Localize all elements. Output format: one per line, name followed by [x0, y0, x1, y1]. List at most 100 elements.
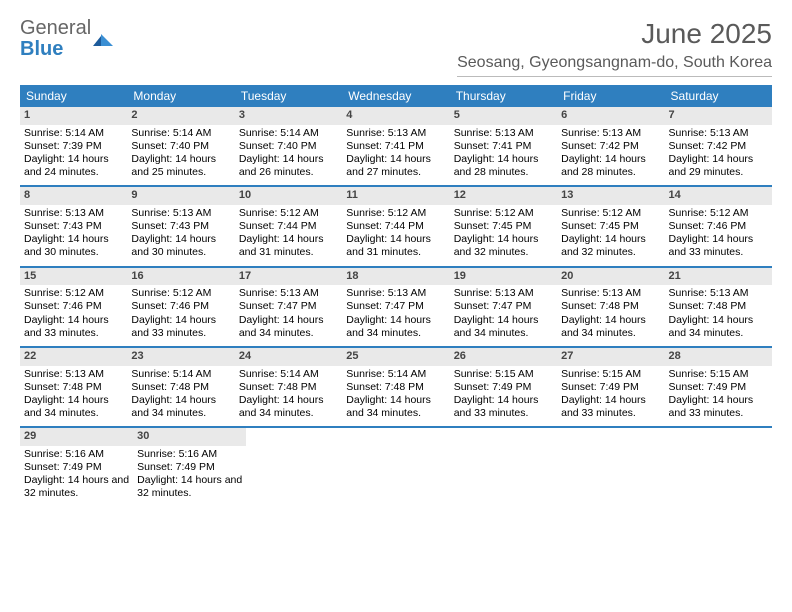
- sunset-line: Sunset: 7:47 PM: [346, 300, 445, 313]
- day-number: 29: [20, 428, 133, 446]
- weekday-header-row: SundayMondayTuesdayWednesdayThursdayFrid…: [20, 85, 772, 107]
- daylight-line: Daylight: 14 hours and 34 minutes.: [239, 394, 338, 420]
- daylight-line: Daylight: 14 hours and 34 minutes.: [669, 314, 768, 340]
- sunrise-line: Sunrise: 5:12 AM: [454, 207, 553, 220]
- sunrise-line: Sunrise: 5:14 AM: [24, 127, 123, 140]
- day-number: 2: [127, 107, 234, 125]
- day-cell: 17Sunrise: 5:13 AMSunset: 7:47 PMDayligh…: [235, 268, 342, 346]
- daylight-line: Daylight: 14 hours and 32 minutes.: [137, 474, 242, 500]
- day-cell: 30Sunrise: 5:16 AMSunset: 7:49 PMDayligh…: [133, 428, 246, 506]
- sunset-line: Sunset: 7:46 PM: [669, 220, 768, 233]
- sunrise-line: Sunrise: 5:12 AM: [131, 287, 230, 300]
- weekday-header: Friday: [557, 85, 664, 107]
- logo-text-block: General Blue: [20, 18, 91, 60]
- daylight-line: Daylight: 14 hours and 30 minutes.: [24, 233, 123, 259]
- day-number: 18: [342, 268, 449, 286]
- sunrise-line: Sunrise: 5:12 AM: [669, 207, 768, 220]
- daylight-line: Daylight: 14 hours and 33 minutes.: [131, 314, 230, 340]
- sunrise-line: Sunrise: 5:12 AM: [346, 207, 445, 220]
- day-number: 9: [127, 187, 234, 205]
- day-cell: 25Sunrise: 5:14 AMSunset: 7:48 PMDayligh…: [342, 348, 449, 426]
- sunset-line: Sunset: 7:48 PM: [239, 381, 338, 394]
- sunset-line: Sunset: 7:49 PM: [454, 381, 553, 394]
- sunset-line: Sunset: 7:47 PM: [239, 300, 338, 313]
- sunrise-line: Sunrise: 5:16 AM: [137, 448, 242, 461]
- daylight-line: Daylight: 14 hours and 29 minutes.: [669, 153, 768, 179]
- sunset-line: Sunset: 7:48 PM: [24, 381, 123, 394]
- day-cell: 3Sunrise: 5:14 AMSunset: 7:40 PMDaylight…: [235, 107, 342, 185]
- day-number: 5: [450, 107, 557, 125]
- logo: General Blue: [20, 18, 115, 60]
- empty-day: [667, 428, 772, 506]
- sunset-line: Sunset: 7:45 PM: [454, 220, 553, 233]
- sunrise-line: Sunrise: 5:14 AM: [239, 368, 338, 381]
- daylight-line: Daylight: 14 hours and 31 minutes.: [346, 233, 445, 259]
- sunrise-line: Sunrise: 5:13 AM: [24, 207, 123, 220]
- day-number: 19: [450, 268, 557, 286]
- day-number: 14: [665, 187, 772, 205]
- day-cell: 14 Sunrise: 5:12 AMSunset: 7:46 PMDayligh…: [665, 187, 772, 265]
- sunrise-line: Sunrise: 5:15 AM: [454, 368, 553, 381]
- daylight-line: Daylight: 14 hours and 24 minutes.: [24, 153, 123, 179]
- day-cell: 20Sunrise: 5:13 AMSunset: 7:48 PMDayligh…: [557, 268, 664, 346]
- day-number: 4: [342, 107, 449, 125]
- sunset-line: Sunset: 7:49 PM: [561, 381, 660, 394]
- day-cell: 19Sunrise: 5:13 AMSunset: 7:47 PMDayligh…: [450, 268, 557, 346]
- daylight-line: Daylight: 14 hours and 33 minutes.: [24, 314, 123, 340]
- daylight-line: Daylight: 14 hours and 25 minutes.: [131, 153, 230, 179]
- day-number: 23: [127, 348, 234, 366]
- sunset-line: Sunset: 7:47 PM: [454, 300, 553, 313]
- day-cell: 6Sunrise: 5:13 AMSunset: 7:42 PMDaylight…: [557, 107, 664, 185]
- daylight-line: Daylight: 14 hours and 34 minutes.: [131, 394, 230, 420]
- sunrise-line: Sunrise: 5:12 AM: [561, 207, 660, 220]
- week-row: 15Sunrise: 5:12 AMSunset: 7:46 PMDayligh…: [20, 268, 772, 348]
- logo-triangles-icon: [93, 32, 115, 46]
- sunset-line: Sunset: 7:39 PM: [24, 140, 123, 153]
- day-cell: 18Sunrise: 5:13 AMSunset: 7:47 PMDayligh…: [342, 268, 449, 346]
- day-number: 27: [557, 348, 664, 366]
- day-number: 24: [235, 348, 342, 366]
- daylight-line: Daylight: 14 hours and 33 minutes.: [669, 233, 768, 259]
- daylight-line: Daylight: 14 hours and 31 minutes.: [239, 233, 338, 259]
- empty-day: [351, 428, 456, 506]
- week-row: 29Sunrise: 5:16 AMSunset: 7:49 PMDayligh…: [20, 428, 772, 506]
- sunrise-line: Sunrise: 5:13 AM: [561, 127, 660, 140]
- sunset-line: Sunset: 7:41 PM: [346, 140, 445, 153]
- sunrise-line: Sunrise: 5:13 AM: [454, 287, 553, 300]
- daylight-line: Daylight: 14 hours and 34 minutes.: [454, 314, 553, 340]
- sunset-line: Sunset: 7:40 PM: [239, 140, 338, 153]
- day-number: 28: [665, 348, 772, 366]
- daylight-line: Daylight: 14 hours and 33 minutes.: [669, 394, 768, 420]
- daylight-line: Daylight: 14 hours and 32 minutes.: [561, 233, 660, 259]
- empty-day: [457, 428, 562, 506]
- logo-text-1: General: [20, 17, 91, 39]
- day-cell: 5Sunrise: 5:13 AMSunset: 7:41 PMDaylight…: [450, 107, 557, 185]
- daylight-line: Daylight: 14 hours and 32 minutes.: [454, 233, 553, 259]
- day-number: 20: [557, 268, 664, 286]
- daylight-line: Daylight: 14 hours and 33 minutes.: [454, 394, 553, 420]
- day-cell: 12Sunrise: 5:12 AMSunset: 7:45 PMDayligh…: [450, 187, 557, 265]
- day-cell: 24 Sunrise: 5:14 AMSunset: 7:48 PMDayligh…: [235, 348, 342, 426]
- day-cell: 10Sunrise: 5:12 AMSunset: 7:44 PMDayligh…: [235, 187, 342, 265]
- day-number: 8: [20, 187, 127, 205]
- day-number: 11: [342, 187, 449, 205]
- weekday-header: Tuesday: [235, 85, 342, 107]
- daylight-line: Daylight: 14 hours and 30 minutes.: [131, 233, 230, 259]
- daylight-line: Daylight: 14 hours and 34 minutes.: [239, 314, 338, 340]
- day-cell: 9Sunrise: 5:13 AMSunset: 7:43 PMDaylight…: [127, 187, 234, 265]
- day-number: 30: [133, 428, 246, 446]
- page-header: General Blue June 2025 Seosang, Gyeongsa…: [20, 18, 772, 77]
- sunset-line: Sunset: 7:48 PM: [346, 381, 445, 394]
- sunrise-line: Sunrise: 5:13 AM: [346, 287, 445, 300]
- daylight-line: Daylight: 14 hours and 28 minutes.: [561, 153, 660, 179]
- daylight-line: Daylight: 14 hours and 32 minutes.: [24, 474, 129, 500]
- sunrise-line: Sunrise: 5:13 AM: [454, 127, 553, 140]
- day-number: 16: [127, 268, 234, 286]
- daylight-line: Daylight: 14 hours and 26 minutes.: [239, 153, 338, 179]
- day-number: 13: [557, 187, 664, 205]
- day-number: 7: [665, 107, 772, 125]
- day-number: 3: [235, 107, 342, 125]
- day-cell: 27Sunrise: 5:15 AMSunset: 7:49 PMDayligh…: [557, 348, 664, 426]
- sunrise-line: Sunrise: 5:15 AM: [561, 368, 660, 381]
- sunrise-line: Sunrise: 5:13 AM: [561, 287, 660, 300]
